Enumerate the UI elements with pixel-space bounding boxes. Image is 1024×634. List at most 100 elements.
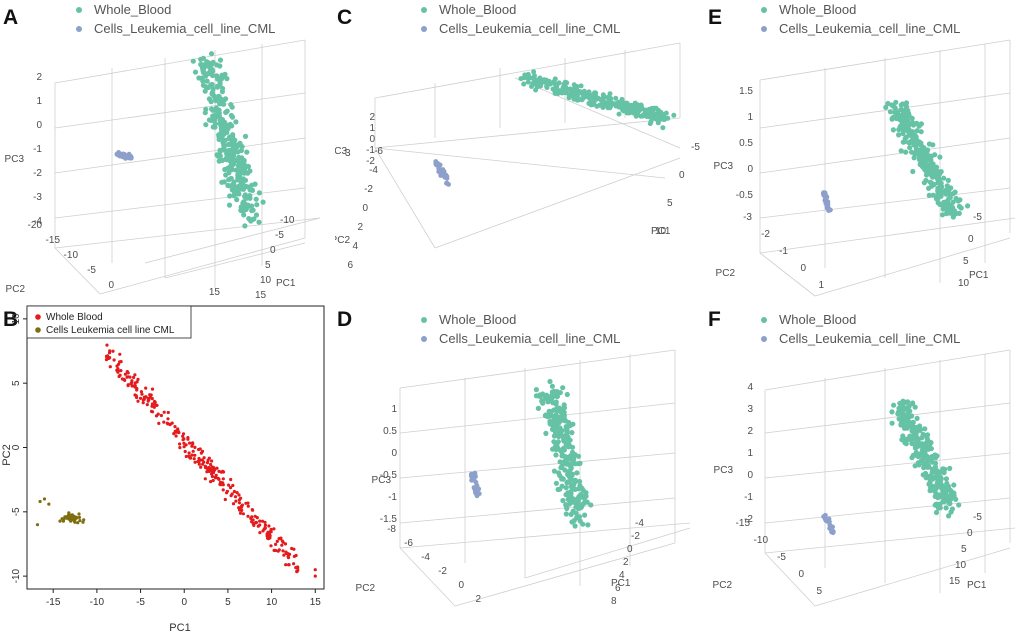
point-cml bbox=[81, 520, 85, 524]
z-tick-label: 1 bbox=[747, 448, 753, 459]
y-tick-label: -2 bbox=[761, 229, 770, 240]
point-whole-blood bbox=[241, 166, 248, 172]
gridline bbox=[524, 527, 691, 579]
point-whole-blood bbox=[126, 371, 130, 375]
point-whole-blood bbox=[141, 398, 145, 402]
point-whole-blood bbox=[926, 163, 932, 169]
point-whole-blood bbox=[197, 447, 201, 452]
x-tick-label: 10 bbox=[655, 226, 667, 237]
y-axis-title: PC2 bbox=[6, 284, 26, 295]
y-tick-label: -6 bbox=[374, 146, 383, 157]
point-whole-blood bbox=[242, 223, 248, 229]
point-whole-blood bbox=[214, 476, 218, 480]
point-whole-blood bbox=[211, 478, 215, 483]
y-axis-title: PC2 bbox=[713, 580, 733, 591]
x-axis-title: PC1 bbox=[276, 278, 296, 289]
point-whole-blood bbox=[561, 81, 567, 87]
point-whole-blood bbox=[215, 153, 221, 159]
y-tick-label: -8 bbox=[387, 524, 396, 535]
point-whole-blood bbox=[214, 74, 220, 80]
point-whole-blood bbox=[903, 100, 910, 106]
point-whole-blood bbox=[926, 192, 932, 198]
point-whole-blood bbox=[244, 149, 250, 155]
point-whole-blood bbox=[944, 495, 950, 501]
legend-label-whole-blood: Whole Blood bbox=[46, 312, 103, 323]
z-tick-label: -3 bbox=[33, 192, 42, 203]
legend-dot-whole-blood bbox=[761, 6, 767, 13]
plot-frame bbox=[26, 305, 325, 590]
gridline bbox=[399, 522, 691, 549]
x-tick-label: 10 bbox=[260, 275, 272, 286]
point-whole-blood bbox=[905, 123, 911, 129]
z-tick-label: 1 bbox=[36, 96, 42, 107]
point-whole-blood bbox=[184, 454, 188, 459]
point-whole-blood bbox=[192, 69, 199, 75]
point-whole-blood bbox=[925, 438, 931, 444]
point-whole-blood bbox=[911, 155, 917, 161]
point-whole-blood bbox=[533, 387, 539, 393]
point-whole-blood bbox=[202, 63, 208, 69]
point-whole-blood bbox=[543, 430, 549, 436]
y-tick-label: -2 bbox=[364, 184, 373, 195]
point-whole-blood bbox=[563, 511, 569, 517]
y-axis-label: PC2 bbox=[1, 444, 13, 465]
point-cml bbox=[62, 517, 66, 521]
point-whole-blood bbox=[943, 505, 949, 511]
point-cml bbox=[831, 529, 836, 535]
panel-label-d: D bbox=[337, 308, 353, 331]
point-whole-blood bbox=[132, 375, 136, 379]
legend-panel-a: Whole_Blood Cells_Leukemia_cell_line_CML bbox=[70, 0, 275, 38]
point-whole-blood bbox=[247, 193, 253, 199]
point-whole-blood bbox=[262, 527, 266, 531]
point-cml bbox=[77, 515, 81, 519]
y-tick-label: 0 bbox=[458, 580, 464, 591]
y-tick-label: 2 bbox=[475, 594, 481, 605]
point-whole-blood bbox=[924, 453, 930, 459]
point-whole-blood bbox=[218, 116, 224, 123]
point-whole-blood bbox=[239, 144, 245, 150]
point-whole-blood bbox=[177, 431, 181, 435]
point-whole-blood bbox=[569, 484, 575, 490]
point-whole-blood bbox=[534, 84, 540, 90]
point-whole-blood bbox=[209, 480, 213, 484]
point-whole-blood bbox=[932, 167, 938, 173]
point-cml bbox=[58, 519, 62, 523]
gridline bbox=[759, 252, 816, 297]
gridline bbox=[764, 527, 1016, 554]
point-whole-blood bbox=[294, 566, 298, 570]
point-whole-blood bbox=[178, 446, 182, 450]
x-tick-label: 15 bbox=[310, 597, 322, 608]
point-whole-blood bbox=[112, 358, 116, 362]
point-whole-blood bbox=[292, 554, 296, 558]
point-whole-blood bbox=[910, 120, 916, 126]
point-whole-blood bbox=[226, 177, 232, 183]
point-whole-blood bbox=[585, 522, 591, 528]
point-whole-blood bbox=[538, 80, 544, 86]
point-whole-blood bbox=[200, 78, 206, 84]
point-whole-blood bbox=[147, 398, 151, 402]
gridline bbox=[764, 552, 816, 607]
point-whole-blood bbox=[944, 487, 950, 493]
x-tick-label: 5 bbox=[225, 597, 231, 608]
point-whole-blood bbox=[918, 442, 924, 448]
x-tick-label: 10 bbox=[958, 278, 970, 289]
point-whole-blood bbox=[574, 470, 580, 476]
point-whole-blood bbox=[230, 182, 236, 188]
point-whole-blood bbox=[108, 365, 112, 369]
point-whole-blood bbox=[943, 199, 949, 205]
point-whole-blood bbox=[563, 502, 569, 508]
point-whole-blood bbox=[661, 116, 667, 122]
point-whole-blood bbox=[159, 413, 163, 418]
point-whole-blood bbox=[283, 542, 288, 546]
point-whole-blood bbox=[197, 456, 201, 461]
x-tick-label: -5 bbox=[136, 597, 145, 608]
point-whole-blood bbox=[623, 108, 629, 114]
gridline bbox=[759, 217, 1016, 254]
point-whole-blood bbox=[907, 145, 913, 151]
point-whole-blood bbox=[937, 171, 943, 177]
x-axis-title: PC1 bbox=[651, 226, 671, 237]
point-whole-blood bbox=[903, 107, 909, 113]
point-whole-blood bbox=[221, 488, 225, 492]
point-whole-blood bbox=[219, 179, 225, 185]
x-tick-label: 0 bbox=[181, 597, 187, 608]
